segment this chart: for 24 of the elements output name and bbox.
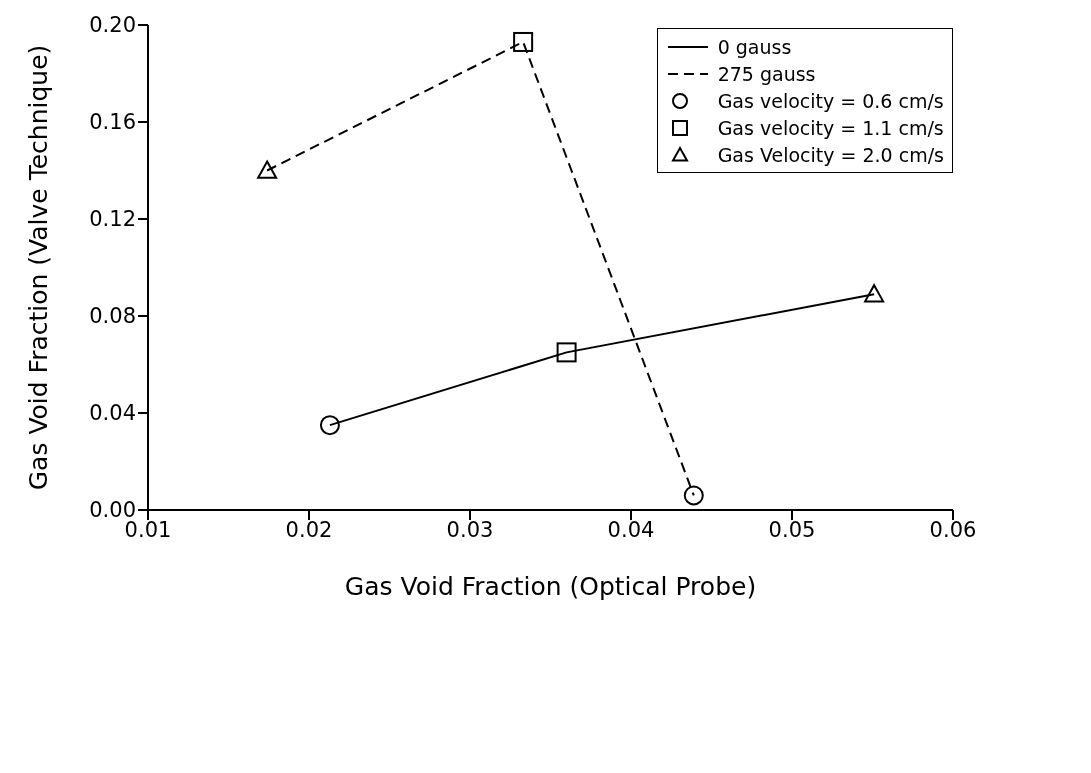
legend-label: 275 gauss: [717, 62, 816, 85]
legend-label: Gas velocity = 0.6 cm/s: [717, 89, 944, 112]
x-tick-label: 0.03: [446, 517, 494, 542]
point: [683, 485, 704, 506]
x-tick-label: 0.06: [929, 517, 977, 542]
point: [513, 31, 534, 52]
x-tick-label: 0.05: [768, 517, 816, 542]
y-tick-label: 0.12: [89, 207, 136, 232]
x-tick-label: 0.01: [124, 517, 172, 542]
y-tick-label: 0.04: [89, 401, 136, 426]
x-tick-label: 0.02: [285, 517, 333, 542]
x-tick-label: 0.04: [607, 517, 655, 542]
legend-label: Gas velocity = 1.1 cm/s: [717, 116, 944, 139]
x-axis-title: Gas Void Fraction (Optical Probe): [344, 572, 757, 601]
point: [257, 160, 278, 179]
legend-label: 0 gauss: [717, 35, 792, 58]
point: [556, 342, 577, 363]
legend-label: Gas Velocity = 2.0 cm/s: [717, 143, 944, 166]
point: [864, 284, 885, 303]
y-tick-label: 0.08: [89, 304, 136, 329]
y-tick-label: 0.20: [89, 13, 136, 38]
y-axis-title: Gas Void Fraction (Valve Technique): [23, 44, 53, 491]
point: [319, 415, 340, 436]
y-tick-label: 0.16: [89, 110, 136, 135]
